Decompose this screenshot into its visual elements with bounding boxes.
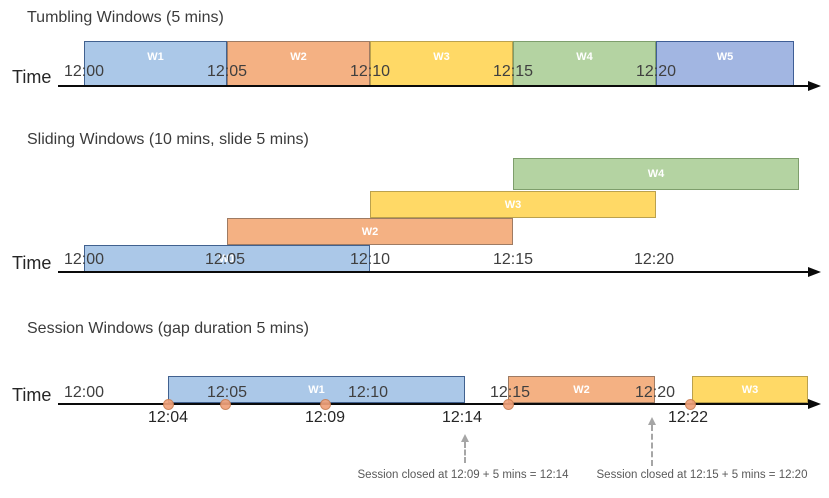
window-bar-sliding-w1: W1 — [84, 245, 370, 272]
axis-tick-label: 12:10 — [347, 384, 389, 401]
window-bar-tumbling-w4: W4 — [513, 41, 656, 86]
event-time-label: 12:14 — [441, 409, 483, 426]
axis-tick-label: 12:05 — [206, 63, 248, 80]
window-bar-sliding-w3: W3 — [370, 191, 656, 218]
event-time-label: 12:22 — [667, 409, 709, 426]
axis-tick-label: 12:20 — [633, 251, 675, 268]
window-label: W1 — [308, 383, 325, 396]
window-bar-tumbling-w5: W5 — [656, 41, 794, 86]
timeline-arrowhead-icon — [808, 399, 821, 409]
window-bar-session-w2: W2 — [508, 376, 655, 403]
event-dot — [163, 399, 174, 410]
timeline-axis — [58, 271, 808, 273]
dashed-arrow-up-icon — [648, 417, 656, 425]
window-label: W4 — [647, 168, 665, 180]
event-dot — [220, 399, 231, 410]
timeline-arrowhead-icon — [808, 81, 821, 91]
section-title-session: Session Windows (gap duration 5 mins) — [27, 320, 309, 337]
session-closed-annotation: Session closed at 12:09 + 5 mins = 12:14 — [357, 469, 569, 481]
event-dot — [503, 399, 514, 410]
session-closed-annotation: Session closed at 12:15 + 5 mins = 12:20 — [596, 469, 808, 481]
window-label: W3 — [741, 383, 759, 396]
axis-tick-label: 12:00 — [63, 251, 105, 268]
time-axis-label: Time — [12, 253, 52, 273]
window-label: W2 — [573, 383, 590, 396]
window-bar-sliding-w2: W2 — [227, 218, 513, 245]
time-axis-label: Time — [12, 385, 52, 405]
axis-tick-label: 12:20 — [635, 63, 677, 80]
section-title-tumbling: Tumbling Windows (5 mins) — [27, 9, 224, 26]
event-dot — [320, 399, 331, 410]
window-label: W1 — [147, 51, 164, 63]
dashed-arrow-line — [464, 442, 466, 463]
axis-tick-label: 12:05 — [206, 384, 248, 401]
window-label: W4 — [576, 51, 593, 63]
timeline-axis — [58, 85, 808, 87]
axis-tick-label: 12:00 — [63, 63, 105, 80]
dashed-arrow-up-icon — [461, 434, 469, 442]
dashed-arrow-line — [651, 425, 653, 466]
window-bar-session-w3: W3 — [692, 376, 808, 403]
axis-tick-label: 12:10 — [349, 63, 391, 80]
axis-tick-label: 12:20 — [634, 384, 676, 401]
window-bar-session-w1: W1 — [168, 376, 465, 403]
axis-tick-label: 12:15 — [489, 384, 531, 401]
event-time-label: 12:04 — [147, 409, 189, 426]
event-dot — [685, 399, 696, 410]
axis-tick-label: 12:15 — [492, 63, 534, 80]
window-bar-tumbling-w3: W3 — [370, 41, 513, 86]
window-label: W3 — [504, 198, 522, 211]
window-label: W5 — [716, 51, 734, 63]
axis-tick-label: 12:15 — [492, 251, 534, 268]
event-time-label: 12:09 — [304, 409, 346, 426]
axis-tick-label: 12:00 — [63, 384, 105, 401]
window-label: W2 — [290, 51, 307, 63]
window-label: W1 — [218, 252, 236, 265]
timeline-axis — [58, 403, 808, 405]
window-bar-sliding-w4: W4 — [513, 158, 799, 190]
window-bar-tumbling-w1: W1 — [84, 41, 227, 86]
section-title-sliding: Sliding Windows (10 mins, slide 5 mins) — [27, 131, 309, 148]
axis-tick-label: 12:10 — [349, 251, 391, 268]
window-label: W2 — [361, 225, 379, 238]
window-label: W3 — [433, 51, 450, 63]
window-bar-tumbling-w2: W2 — [227, 41, 370, 86]
time-axis-label: Time — [12, 67, 52, 87]
timeline-arrowhead-icon — [808, 267, 821, 277]
axis-tick-label: 12:05 — [204, 251, 246, 268]
